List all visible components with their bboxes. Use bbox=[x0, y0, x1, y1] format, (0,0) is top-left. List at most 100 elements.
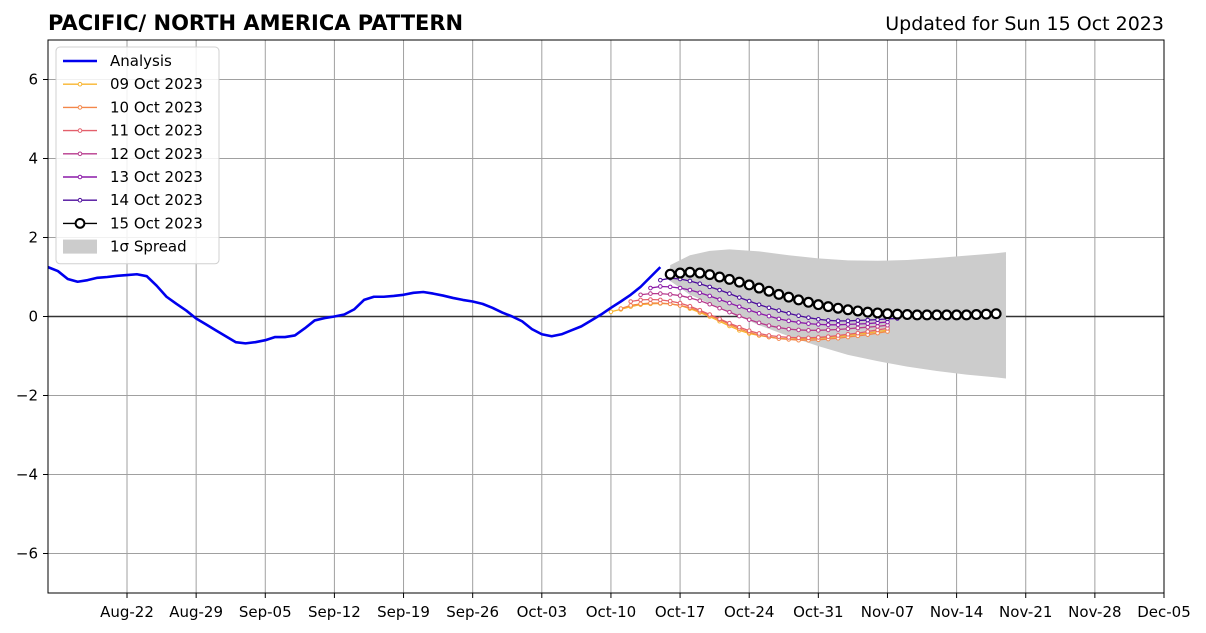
data-point bbox=[658, 291, 663, 296]
data-point bbox=[812, 299, 824, 311]
data-point bbox=[802, 296, 814, 308]
analysis-layer bbox=[47, 265, 662, 345]
data-point bbox=[707, 284, 712, 290]
data-point bbox=[970, 309, 982, 321]
data-point bbox=[658, 284, 663, 289]
legend-label: 10 Oct 2023 bbox=[110, 98, 203, 116]
data-point bbox=[727, 300, 732, 306]
data-point bbox=[835, 318, 841, 324]
data-point bbox=[796, 320, 801, 325]
analysis-line bbox=[47, 265, 662, 345]
legend-item: 11 Oct 2023 bbox=[63, 122, 203, 140]
x-tick-label: Oct-03 bbox=[517, 603, 567, 621]
x-tick-label: Dec-05 bbox=[1137, 603, 1191, 621]
x-axis: Aug-22 Aug-29 Sep-05 Sep-12 Sep-19 Sep-26 Oct-… bbox=[100, 593, 1191, 621]
data-point bbox=[727, 291, 732, 296]
data-point bbox=[855, 325, 861, 331]
data-point bbox=[825, 322, 831, 328]
data-point bbox=[842, 304, 854, 316]
data-point bbox=[796, 335, 801, 341]
data-point bbox=[717, 287, 722, 293]
legend-item: 12 Oct 2023 bbox=[63, 145, 203, 163]
data-point bbox=[796, 327, 801, 333]
data-point bbox=[806, 321, 811, 326]
legend: Analysis 09 Oct 2023 10 Oct 2023 11 Oct 202… bbox=[55, 46, 220, 265]
data-point bbox=[727, 309, 732, 315]
legend-label: 12 Oct 2023 bbox=[110, 145, 203, 163]
legend-marker bbox=[77, 128, 83, 133]
data-point bbox=[825, 327, 831, 333]
legend-label: 14 Oct 2023 bbox=[110, 191, 203, 209]
data-point bbox=[717, 297, 722, 302]
data-point bbox=[658, 297, 663, 303]
legend-item: 14 Oct 2023 bbox=[63, 191, 203, 209]
data-point bbox=[697, 307, 703, 313]
x-tick-label: Aug-29 bbox=[169, 603, 223, 621]
data-point bbox=[737, 304, 742, 309]
data-point bbox=[687, 295, 693, 301]
data-point bbox=[714, 271, 726, 283]
data-point bbox=[855, 318, 861, 323]
x-tick-label: Oct-10 bbox=[586, 603, 636, 621]
y-tick-label: 6 bbox=[28, 71, 38, 89]
data-point bbox=[638, 297, 643, 303]
data-point bbox=[638, 301, 643, 307]
data-point bbox=[756, 311, 762, 316]
data-point bbox=[786, 335, 792, 340]
x-tick-label: Aug-22 bbox=[100, 603, 154, 621]
data-point bbox=[951, 309, 963, 321]
data-point bbox=[862, 306, 874, 318]
data-point bbox=[766, 305, 772, 311]
x-tick-label: Nov-07 bbox=[861, 603, 914, 621]
data-point bbox=[628, 299, 633, 304]
data-point bbox=[737, 313, 742, 319]
x-tick-label: Oct-31 bbox=[793, 603, 843, 621]
legend-box bbox=[55, 46, 220, 265]
data-point bbox=[776, 325, 782, 330]
data-point bbox=[855, 330, 861, 336]
spread-band bbox=[670, 249, 1006, 379]
data-point bbox=[687, 303, 693, 309]
legend-item: 13 Oct 2023 bbox=[63, 168, 203, 186]
legend-label: 09 Oct 2023 bbox=[110, 75, 203, 93]
data-point bbox=[865, 317, 871, 323]
data-point bbox=[806, 315, 811, 320]
data-point bbox=[891, 308, 903, 320]
legend-swatch bbox=[63, 239, 97, 254]
data-point bbox=[648, 297, 653, 302]
data-point bbox=[697, 298, 703, 304]
data-point bbox=[664, 268, 676, 280]
data-point bbox=[648, 291, 653, 296]
data-point bbox=[608, 309, 614, 315]
data-point bbox=[796, 313, 801, 319]
data-point bbox=[845, 318, 851, 324]
data-point bbox=[786, 326, 792, 332]
data-point bbox=[901, 309, 913, 321]
data-point bbox=[707, 312, 712, 317]
series-14-oct-2023 bbox=[658, 275, 900, 324]
x-tick-label: Nov-21 bbox=[999, 603, 1052, 621]
data-point bbox=[822, 301, 834, 313]
y-tick-label: −6 bbox=[16, 545, 38, 563]
y-axis: −6 −4 −2 0 2 4 6 bbox=[16, 71, 48, 563]
legend-item: 1σ Spread bbox=[63, 238, 187, 256]
legend-item: 09 Oct 2023 bbox=[63, 75, 203, 93]
y-tick-label: 2 bbox=[28, 229, 38, 247]
data-point bbox=[786, 318, 792, 324]
x-tick-label: Sep-26 bbox=[446, 603, 499, 621]
data-point bbox=[865, 329, 871, 334]
x-tick-label: Sep-12 bbox=[308, 603, 361, 621]
data-point bbox=[687, 287, 693, 293]
data-point bbox=[773, 288, 785, 300]
data-point bbox=[763, 285, 775, 297]
data-point bbox=[816, 328, 821, 333]
data-point bbox=[628, 303, 633, 308]
data-point bbox=[816, 322, 821, 327]
data-point bbox=[783, 291, 795, 303]
data-point bbox=[845, 326, 851, 332]
data-point bbox=[990, 308, 1002, 320]
series-line bbox=[620, 302, 888, 341]
data-point bbox=[737, 295, 742, 300]
spread-layer bbox=[670, 249, 1006, 379]
series-15-oct-2023 bbox=[664, 266, 1002, 321]
